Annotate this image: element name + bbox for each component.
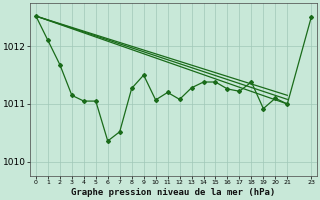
X-axis label: Graphe pression niveau de la mer (hPa): Graphe pression niveau de la mer (hPa)	[71, 188, 276, 197]
